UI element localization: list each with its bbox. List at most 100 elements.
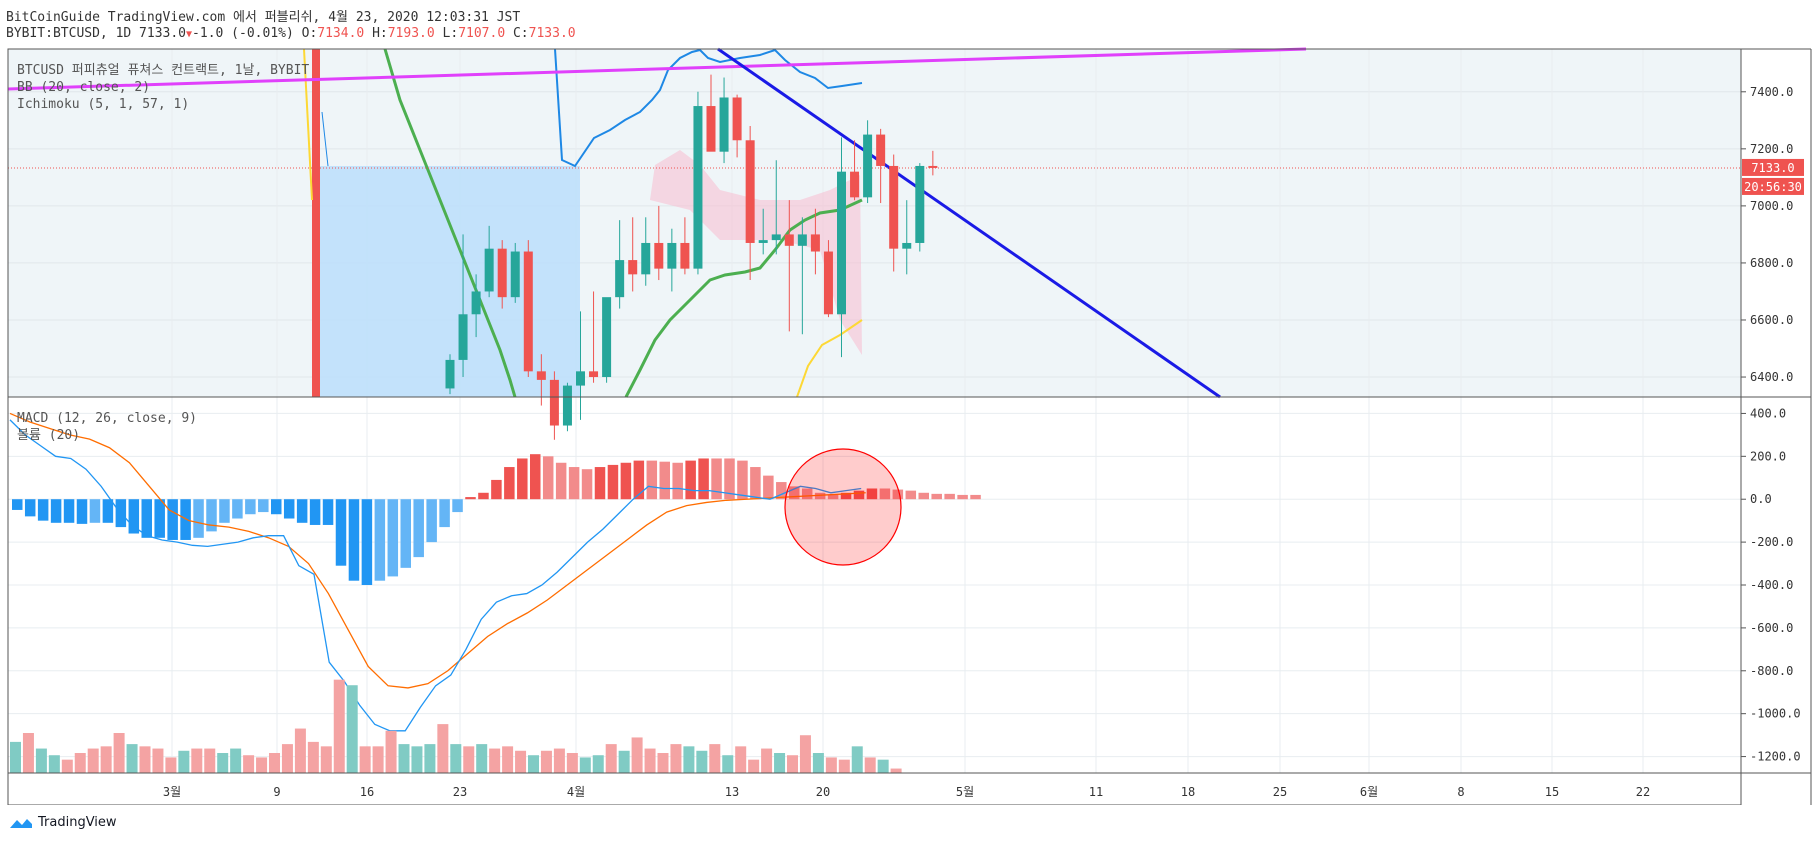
macd-histogram-bar bbox=[413, 499, 424, 558]
macd-histogram-bar bbox=[646, 460, 658, 500]
time-axis-border bbox=[7, 772, 1742, 805]
candle-body bbox=[693, 106, 703, 269]
macd-signal-line bbox=[9, 412, 866, 689]
macd-axis-label: -400.0 bbox=[1750, 578, 1793, 592]
macd-histogram-bar bbox=[724, 458, 735, 500]
volume-bar bbox=[217, 753, 229, 773]
volume-bar bbox=[139, 746, 151, 773]
macd-axis-label: -600.0 bbox=[1750, 621, 1793, 635]
volume-bar bbox=[126, 744, 138, 773]
symbol-label: BYBIT:BTCUSD, 1D 7133.0 bbox=[6, 26, 187, 41]
volume-bar bbox=[100, 746, 112, 773]
tradingview-logo[interactable]: TradingView bbox=[8, 815, 117, 830]
yellow-lagging-line bbox=[303, 48, 313, 201]
volume-bar bbox=[787, 755, 798, 773]
time-axis-label: 4월 bbox=[567, 785, 585, 799]
volume-bar bbox=[178, 750, 190, 773]
volume-bar bbox=[618, 750, 630, 773]
volume-bar bbox=[644, 748, 656, 773]
macd-histogram-bar bbox=[154, 499, 165, 538]
macd-histogram-bar bbox=[737, 460, 748, 500]
volume-bar bbox=[372, 746, 384, 773]
volume-bar bbox=[528, 755, 539, 773]
time-axis-label: 5월 bbox=[956, 785, 974, 799]
volume-bar bbox=[890, 768, 902, 773]
volume-bar bbox=[74, 753, 86, 773]
volume-bar bbox=[424, 744, 436, 773]
volume-bar bbox=[838, 759, 850, 773]
macd-histogram-bar bbox=[685, 460, 696, 500]
volume-bar bbox=[683, 746, 695, 773]
candle-body bbox=[615, 260, 625, 298]
brand-label: TradingView bbox=[38, 815, 117, 830]
price-indicators bbox=[7, 47, 1741, 399]
candle-body bbox=[863, 134, 873, 198]
macd-histogram-bar bbox=[232, 499, 243, 519]
macd-histogram-bar bbox=[711, 458, 722, 500]
macd-histogram-bar bbox=[620, 462, 632, 500]
macd-histogram-bar bbox=[517, 458, 528, 500]
price-legend-line: BTCUSD 퍼피츄얼 퓨쳐스 컨트랙트, 1날, BYBIT bbox=[17, 63, 309, 78]
macd-histogram-bar bbox=[504, 467, 515, 500]
volume-bar bbox=[877, 759, 889, 773]
volume-bar bbox=[722, 755, 734, 773]
volume-bar bbox=[812, 753, 824, 773]
price-legend-line: BB (20, close, 2) bbox=[17, 80, 150, 95]
macd-histogram-bar bbox=[698, 458, 709, 500]
close-value: 7133.0 bbox=[528, 26, 576, 41]
macd-histogram-bar bbox=[89, 499, 101, 523]
price-axis-label: 7400.0 bbox=[1750, 85, 1793, 99]
volume-bar bbox=[398, 744, 410, 773]
candle-body bbox=[602, 297, 612, 378]
chart-svg[interactable]: 6400.0 6600.0 6800.0 7000.0 7200.0 7400.0 400.… bbox=[0, 0, 1818, 805]
volume-bar bbox=[359, 746, 371, 773]
volume-bar bbox=[437, 724, 449, 773]
macd-histogram-bar bbox=[918, 492, 929, 500]
legends: BTCUSD 퍼피츄얼 퓨쳐스 컨트랙트, 1날, BYBIT BB (20, c… bbox=[17, 63, 309, 443]
candle-body bbox=[654, 242, 664, 269]
macd-legend-line: 볼륨 (20) bbox=[17, 428, 80, 443]
volume-bar bbox=[553, 748, 565, 773]
macd-histogram-bar bbox=[776, 482, 787, 500]
price-axis-label: 6400.0 bbox=[1750, 370, 1793, 384]
volume-bar bbox=[281, 744, 293, 773]
volume-bar bbox=[294, 728, 306, 773]
price-axis-label: 7000.0 bbox=[1750, 199, 1793, 213]
macd-histogram-bar bbox=[840, 492, 852, 500]
macd-histogram-bar bbox=[944, 493, 955, 500]
macd-histogram-bar bbox=[750, 467, 761, 500]
candle-series bbox=[445, 74, 938, 440]
time-axis-label: 3월 bbox=[163, 785, 181, 799]
candle-body bbox=[549, 379, 559, 426]
volume-bar bbox=[243, 755, 255, 773]
macd-histogram-bar bbox=[491, 479, 502, 500]
volume-bar bbox=[670, 744, 682, 773]
macd-histogram-bar bbox=[801, 488, 813, 500]
candle-body bbox=[823, 251, 833, 315]
grid-lines bbox=[8, 49, 1741, 773]
candle-body bbox=[902, 242, 912, 249]
macd-axis-label: 400.0 bbox=[1750, 406, 1786, 420]
macd-histogram-bar bbox=[348, 499, 360, 581]
macd-histogram-bar bbox=[193, 499, 204, 538]
time-axis-label: 20 bbox=[816, 785, 830, 799]
time-axis-label: 23 bbox=[453, 785, 467, 799]
down-triangle-icon: ▼ bbox=[186, 29, 193, 40]
blue-trendline bbox=[717, 47, 1221, 399]
macd-axis-label: -800.0 bbox=[1750, 664, 1793, 678]
macd-histogram-bar bbox=[931, 493, 942, 500]
volume-bar bbox=[22, 733, 34, 773]
ichimoku-cloud-blue bbox=[318, 166, 580, 397]
axis-labels: 6400.0 6600.0 6800.0 7000.0 7200.0 7400.0 400.… bbox=[163, 85, 1804, 799]
macd-histogram-bar bbox=[555, 462, 567, 500]
close-label: C: bbox=[512, 26, 529, 41]
price-tag-label: 7133.0 bbox=[1751, 161, 1794, 175]
time-axis-label: 13 bbox=[725, 785, 739, 799]
price-axis-label: 7200.0 bbox=[1750, 142, 1793, 156]
candle-body bbox=[850, 171, 860, 198]
volume-bar bbox=[191, 748, 203, 773]
macd-histogram-bar bbox=[879, 488, 891, 500]
symbol-ohlc-line: BYBIT:BTCUSD, 1D 7133.0▼-1.0 (-0.01%) O:… bbox=[6, 26, 576, 41]
candle-body bbox=[628, 260, 638, 275]
macd-histogram-bar bbox=[102, 499, 114, 523]
